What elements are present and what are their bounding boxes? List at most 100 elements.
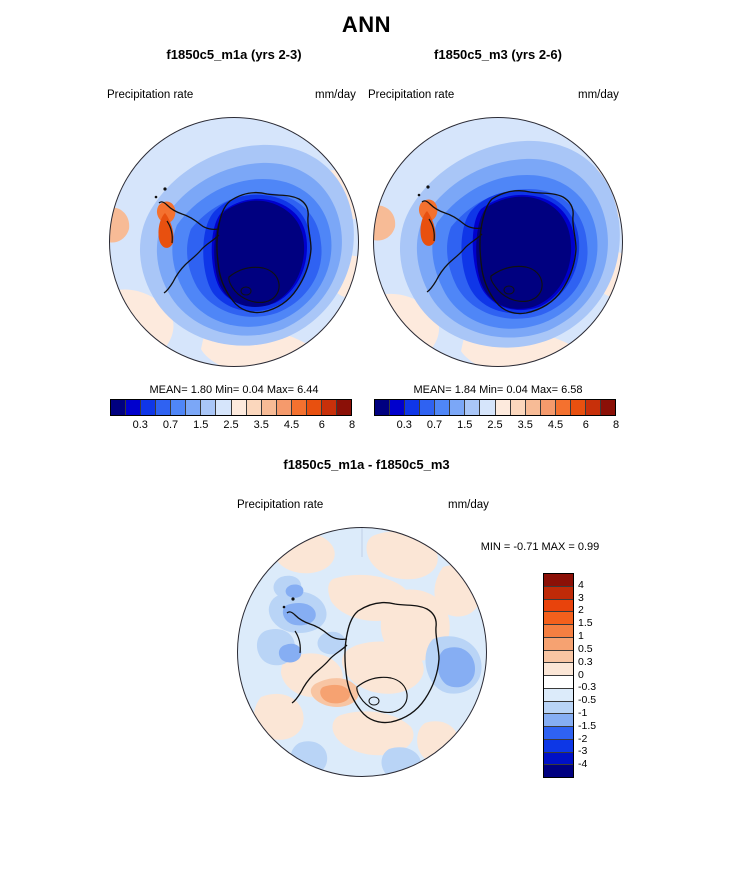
- colorbar-tick-label: 0: [578, 668, 584, 681]
- colorbar-cell: [126, 400, 142, 415]
- colorbar-tick-label: 0.7: [426, 419, 443, 431]
- colorbar-tick-label: 8: [348, 419, 356, 431]
- colorbar-tick-label: 4.5: [547, 419, 564, 431]
- colorbar-cell: [544, 688, 573, 702]
- colorbar-cell: [201, 400, 217, 415]
- right-panel-units-label: mm/day: [578, 89, 619, 101]
- colorbar-cell: [544, 727, 573, 740]
- colorbar-cell: [544, 663, 573, 676]
- colorbar-cell: [544, 637, 573, 651]
- colorbar-tick-label: 2: [578, 604, 584, 617]
- colorbar-cell: [544, 612, 573, 625]
- colorbar-cell: [111, 400, 127, 415]
- right-panel-title: f1850c5_m3 (yrs 2-6): [434, 47, 562, 62]
- diff-panel-stats: MIN = -0.71 MAX = 0.99: [480, 541, 600, 553]
- colorbar-tick-label: 0.5: [578, 642, 593, 655]
- right-panel-variable-label: Precipitation rate: [368, 89, 455, 101]
- colorbar-cell: [465, 400, 481, 415]
- colorbar-cell: [570, 400, 586, 415]
- colorbar-cell: [231, 400, 247, 415]
- colorbar-tick-label: 1: [578, 630, 584, 643]
- left-panel-title: f1850c5_m1a (yrs 2-3): [166, 47, 302, 62]
- colorbar-cell: [156, 400, 172, 415]
- colorbar-tick-label: 0.3: [578, 655, 593, 668]
- colorbar-tick-label: -1: [578, 706, 588, 719]
- colorbar-tick-label: 3.5: [517, 419, 533, 431]
- colorbar-cell: [171, 400, 187, 415]
- colorbar-cell: [480, 400, 496, 415]
- colorbar-cell: [291, 400, 307, 415]
- left-colorbar-ticks: 0.3 0.7 1.5 2.5 3.5 4.5 6 8: [110, 419, 355, 435]
- colorbar-tick-label: 6: [582, 419, 589, 431]
- colorbar-cell: [544, 752, 573, 766]
- colorbar-tick-label: 4.5: [283, 419, 300, 431]
- diff-colorbar-ticks: 4 3 2 1.5 1 0.5 0.3 0 -0.3 -0.5 -1 -1.5 -2 -3 -4: [578, 573, 638, 778]
- figure-title: ANN: [341, 12, 392, 37]
- colorbar-cell: [336, 400, 351, 415]
- colorbar-tick-label: 6: [318, 419, 325, 431]
- colorbar-cell: [544, 574, 573, 587]
- colorbar-tick-label: 1.5: [193, 419, 209, 431]
- colorbar-cell: [276, 400, 292, 415]
- left-panel-units-label: mm/day: [315, 89, 356, 101]
- colorbar-cell: [544, 625, 573, 638]
- diff-panel-title: f1850c5_m1a - f1850c5_m3: [283, 457, 450, 472]
- left-antarctic-map[interactable]: [109, 117, 359, 367]
- colorbar-tick-label: 2.5: [487, 419, 503, 431]
- colorbar-tick-label: 0.3: [132, 419, 148, 431]
- colorbar-cell: [405, 400, 421, 415]
- right-colorbar[interactable]: [374, 399, 616, 416]
- colorbar-tick-label: -3: [578, 745, 588, 758]
- colorbar-cell: [544, 599, 573, 613]
- colorbar-cell: [246, 400, 262, 415]
- colorbar-cell: [544, 739, 573, 753]
- colorbar-cell: [420, 400, 436, 415]
- diff-panel-units-label: mm/day: [448, 499, 489, 511]
- colorbar-cell: [141, 400, 157, 415]
- colorbar-tick-label: 1.5: [578, 617, 593, 630]
- left-panel-variable-label: Precipitation rate: [107, 89, 194, 101]
- colorbar-cell: [544, 676, 573, 689]
- colorbar-tick-label: 3.5: [253, 419, 269, 431]
- colorbar-tick-label: -4: [578, 758, 588, 771]
- colorbar-tick-label: 3: [578, 591, 584, 604]
- left-panel-stats: MEAN= 1.80 Min= 0.04 Max= 6.44: [149, 384, 319, 396]
- colorbar-tick-label: 4: [578, 578, 584, 591]
- colorbar-cell: [435, 400, 451, 415]
- colorbar-cell: [555, 400, 571, 415]
- colorbar-tick-label: -2: [578, 732, 588, 745]
- colorbar-cell: [544, 765, 573, 777]
- colorbar-tick-label: -1.5: [578, 719, 597, 732]
- colorbar-tick-label: 0.3: [396, 419, 412, 431]
- colorbar-cell: [540, 400, 556, 415]
- colorbar-tick-label: 1.5: [457, 419, 473, 431]
- colorbar-tick-label: -0.5: [578, 694, 597, 707]
- right-antarctic-map[interactable]: [373, 117, 623, 367]
- right-colorbar-ticks: 0.3 0.7 1.5 2.5 3.5 4.5 6 8: [374, 419, 619, 435]
- diff-panel-variable-label: Precipitation rate: [237, 499, 324, 511]
- difference-antarctic-map[interactable]: [237, 527, 487, 777]
- colorbar-cell: [585, 400, 601, 415]
- colorbar-cell: [525, 400, 541, 415]
- colorbar-cell: [186, 400, 202, 415]
- colorbar-cell: [495, 400, 511, 415]
- right-panel-stats: MEAN= 1.84 Min= 0.04 Max= 6.58: [413, 384, 583, 396]
- colorbar-tick-label: 8: [612, 419, 620, 431]
- colorbar-cell: [544, 650, 573, 664]
- colorbar-cell: [390, 400, 406, 415]
- colorbar-cell: [544, 714, 573, 727]
- colorbar-cell: [216, 400, 232, 415]
- colorbar-cell: [510, 400, 526, 415]
- left-colorbar[interactable]: [110, 399, 352, 416]
- colorbar-tick-label: 2.5: [223, 419, 239, 431]
- colorbar-cell: [306, 400, 322, 415]
- colorbar-cell: [600, 400, 615, 415]
- diff-colorbar[interactable]: [543, 573, 574, 778]
- colorbar-cell: [544, 701, 573, 715]
- colorbar-cell: [450, 400, 466, 415]
- colorbar-cell: [321, 400, 337, 415]
- colorbar-cell: [544, 586, 573, 600]
- colorbar-cell: [375, 400, 391, 415]
- colorbar-cell: [261, 400, 277, 415]
- colorbar-tick-label: 0.7: [162, 419, 179, 431]
